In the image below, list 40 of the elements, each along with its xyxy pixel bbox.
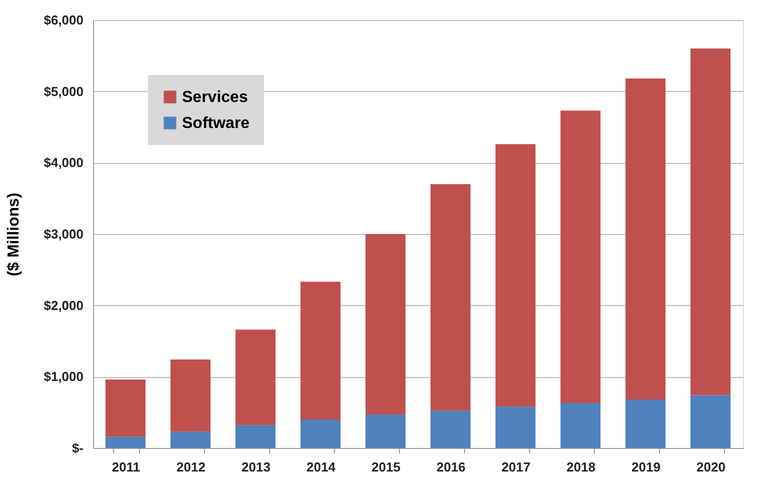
y-axis-title: ($ Millions) bbox=[6, 192, 23, 276]
x-tick-label: 2020 bbox=[696, 460, 726, 474]
bar bbox=[300, 282, 340, 420]
legend-label: Services bbox=[182, 89, 248, 106]
legend-label: Software bbox=[182, 115, 250, 132]
x-tick-label: 2016 bbox=[436, 460, 466, 474]
x-tick-label: 2019 bbox=[632, 460, 660, 474]
bar bbox=[170, 360, 210, 432]
bar bbox=[236, 330, 276, 426]
bar bbox=[366, 414, 406, 448]
bar bbox=[560, 110, 600, 404]
bar bbox=[496, 144, 536, 407]
bar bbox=[236, 425, 276, 448]
y-tick-label: $- bbox=[72, 440, 84, 456]
y-tick-label: $6,000 bbox=[44, 12, 84, 28]
x-tick-label: 2012 bbox=[176, 460, 206, 474]
bar bbox=[626, 399, 666, 448]
bar bbox=[496, 406, 536, 448]
bar bbox=[560, 403, 600, 448]
bar bbox=[106, 380, 146, 437]
bar bbox=[170, 432, 210, 448]
bar bbox=[430, 410, 470, 448]
y-tick-label: $3,000 bbox=[44, 226, 84, 242]
x-tick-label: 2014 bbox=[306, 460, 336, 474]
bar bbox=[106, 436, 146, 448]
bar bbox=[690, 395, 730, 448]
x-tick-label: 2011 bbox=[112, 460, 140, 474]
bar bbox=[366, 234, 406, 414]
y-tick-label: $5,000 bbox=[44, 84, 84, 99]
x-tick-label: 2017 bbox=[502, 460, 530, 474]
y-tick-label: $2,000 bbox=[44, 298, 84, 313]
bar bbox=[690, 48, 730, 396]
x-tick-label: 2015 bbox=[372, 460, 400, 474]
bar bbox=[430, 184, 470, 411]
bar bbox=[300, 419, 340, 448]
y-tick-label: $4,000 bbox=[44, 155, 84, 170]
y-tick-label: $1,000 bbox=[44, 369, 84, 384]
x-tick-label: 2013 bbox=[242, 460, 270, 474]
bar bbox=[626, 78, 666, 400]
x-tick-label: 2018 bbox=[566, 460, 596, 474]
